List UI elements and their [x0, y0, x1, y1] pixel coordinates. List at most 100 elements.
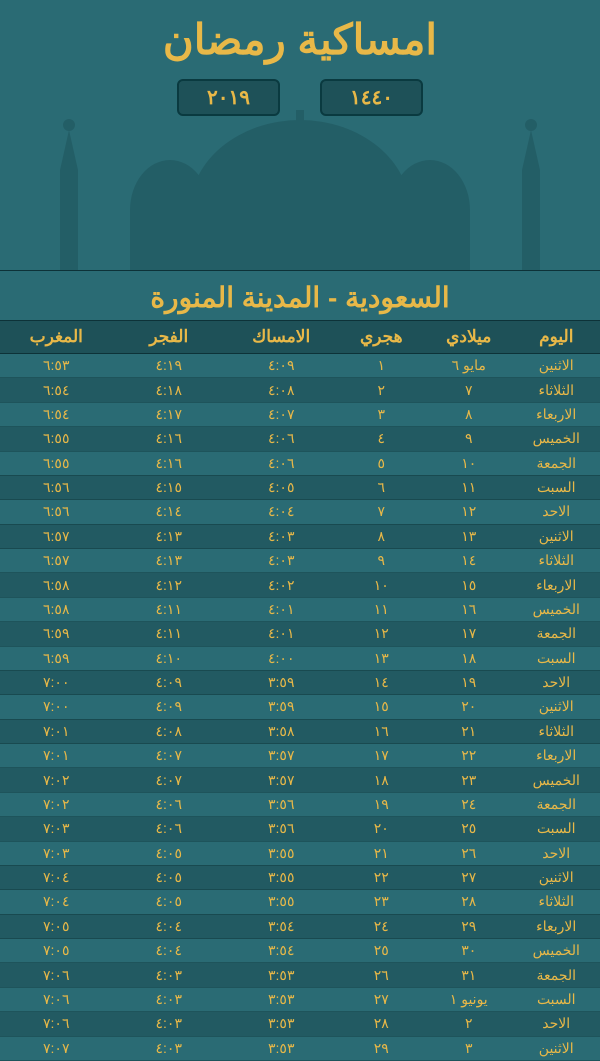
table-cell: ١٣	[425, 524, 513, 548]
table-cell: ٣:٥٧	[225, 744, 338, 768]
table-cell: ٢٩	[338, 1036, 426, 1060]
table-cell: ٤:١٢	[113, 573, 226, 597]
table-cell: ٤:٠٧	[113, 744, 226, 768]
table-cell: ٧:٠٥	[0, 939, 113, 963]
table-cell: ٢٢	[425, 744, 513, 768]
table-cell: ١١	[425, 475, 513, 499]
table-cell: السبت	[513, 987, 600, 1011]
table-cell: الاحد	[513, 500, 600, 524]
table-cell: ٤:٠٩	[225, 354, 338, 378]
table-cell: الثلاثاء	[513, 890, 600, 914]
table-cell: ٦:٥٦	[0, 475, 113, 499]
table-cell: السبت	[513, 475, 600, 499]
table-cell: ٧	[338, 500, 426, 524]
table-cell: ٣١	[425, 963, 513, 987]
table-row: السبت١١٦٤:٠٥٤:١٥٦:٥٦	[0, 475, 600, 499]
table-cell: ٧:٠٦	[0, 987, 113, 1011]
table-row: الاربعاء٢٩٢٤٣:٥٤٤:٠٤٧:٠٥	[0, 914, 600, 938]
table-cell: ٧:٠٢	[0, 792, 113, 816]
table-cell: ١٤	[338, 670, 426, 694]
table-cell: الاربعاء	[513, 744, 600, 768]
table-cell: ١٩	[338, 792, 426, 816]
location-label: السعودية - المدينة المنورة	[0, 270, 600, 321]
table-cell: الثلاثاء	[513, 549, 600, 573]
table-cell: ٤:٠٥	[113, 841, 226, 865]
table-row: الاربعاء٨٣٤:٠٧٤:١٧٦:٥٤	[0, 402, 600, 426]
table-cell: ٢	[425, 1012, 513, 1036]
table-cell: ١٨	[338, 768, 426, 792]
table-cell: ١١	[338, 597, 426, 621]
table-cell: ٤:٠٤	[113, 939, 226, 963]
table-cell: ٣:٥٥	[225, 841, 338, 865]
table-header-row: اليوم ميلادي هجري الامساك الفجر المغرب	[0, 321, 600, 354]
table-cell: ١	[338, 354, 426, 378]
table-cell: ٤	[338, 427, 426, 451]
table-row: الاحد١٩١٤٣:٥٩٤:٠٩٧:٠٠	[0, 670, 600, 694]
table-cell: ٣	[425, 1036, 513, 1060]
table-cell: ٢٢	[338, 865, 426, 889]
table-cell: ٢٨	[338, 1012, 426, 1036]
table-cell: الاربعاء	[513, 914, 600, 938]
table-cell: ١٧	[338, 744, 426, 768]
table-cell: ٧:٠٧	[0, 1036, 113, 1060]
table-cell: الاثنين	[513, 695, 600, 719]
table-cell: الخميس	[513, 939, 600, 963]
table-cell: ٩	[425, 427, 513, 451]
table-row: الجمعة٢٤١٩٣:٥٦٤:٠٦٧:٠٢	[0, 792, 600, 816]
table-cell: ٤:٠٣	[113, 963, 226, 987]
table-row: الاربعاء٢٢١٧٣:٥٧٤:٠٧٧:٠١	[0, 744, 600, 768]
table-row: الخميس٣٠٢٥٣:٥٤٤:٠٤٧:٠٥	[0, 939, 600, 963]
table-cell: ٧:٠٦	[0, 963, 113, 987]
table-row: الاثنين١٣٨٤:٠٣٤:١٣٦:٥٧	[0, 524, 600, 548]
table-cell: الخميس	[513, 597, 600, 621]
mosque-silhouette-icon	[0, 90, 600, 270]
table-cell: ٦	[338, 475, 426, 499]
table-cell: السبت	[513, 646, 600, 670]
table-cell: الاحد	[513, 1012, 600, 1036]
table-cell: ٤:١٠	[113, 646, 226, 670]
table-cell: ٤:١٩	[113, 354, 226, 378]
table-cell: ٤:١٧	[113, 402, 226, 426]
table-cell: ٤:٠٨	[113, 719, 226, 743]
table-row: السبت٢٥٢٠٣:٥٦٤:٠٦٧:٠٣	[0, 817, 600, 841]
table-cell: ٤:٠٤	[113, 914, 226, 938]
table-cell: ٤:٠٩	[113, 670, 226, 694]
table-cell: ٤:٠٥	[225, 475, 338, 499]
table-cell: الخميس	[513, 427, 600, 451]
header: امساكية رمضان ١٤٤٠ ٢٠١٩	[0, 0, 600, 270]
table-cell: ٣:٥٥	[225, 865, 338, 889]
th-gregorian: ميلادي	[425, 321, 513, 354]
table-cell: الاربعاء	[513, 402, 600, 426]
table-cell: الاثنين	[513, 354, 600, 378]
table-cell: ٦:٥٨	[0, 597, 113, 621]
table-cell: ٦:٥٨	[0, 573, 113, 597]
table-row: الثلاثاء٢٨٢٣٣:٥٥٤:٠٥٧:٠٤	[0, 890, 600, 914]
table-cell: ٤:١٤	[113, 500, 226, 524]
table-cell: ٨	[338, 524, 426, 548]
table-cell: ١٢	[338, 622, 426, 646]
table-cell: ٢٩	[425, 914, 513, 938]
table-cell: ٢٤	[338, 914, 426, 938]
table-cell: ٣:٥٤	[225, 939, 338, 963]
table-cell: ٧:٠١	[0, 719, 113, 743]
table-cell: ٤:٠٧	[113, 768, 226, 792]
table-cell: ٤:٠٣	[113, 987, 226, 1011]
table-cell: ٧:٠٠	[0, 695, 113, 719]
table-cell: يونيو ١	[425, 987, 513, 1011]
table-cell: ٢٠	[425, 695, 513, 719]
table-cell: الاحد	[513, 841, 600, 865]
table-cell: ٣:٥٣	[225, 1036, 338, 1060]
table-row: الاحد٢٦٢١٣:٥٥٤:٠٥٧:٠٣	[0, 841, 600, 865]
table-cell: ٤:١١	[113, 622, 226, 646]
table-cell: ٤:٠٦	[113, 792, 226, 816]
th-imsak: الامساك	[225, 321, 338, 354]
table-cell: ١٢	[425, 500, 513, 524]
table-cell: ٥	[338, 451, 426, 475]
table-cell: ٢٤	[425, 792, 513, 816]
table-cell: ٧:٠٣	[0, 817, 113, 841]
table-cell: ٦:٥٧	[0, 549, 113, 573]
table-cell: ٢١	[338, 841, 426, 865]
table-cell: ٢٠	[338, 817, 426, 841]
table-body: الاثنينمايو ٦١٤:٠٩٤:١٩٦:٥٣الثلاثاء٧٢٤:٠٨…	[0, 354, 600, 1061]
table-cell: ٤:٠٣	[113, 1012, 226, 1036]
